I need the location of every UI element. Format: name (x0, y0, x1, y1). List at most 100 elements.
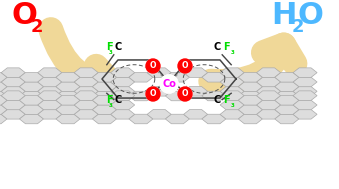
Polygon shape (147, 110, 171, 119)
Text: C: C (115, 42, 122, 52)
Polygon shape (238, 105, 262, 114)
Polygon shape (19, 91, 43, 101)
Polygon shape (238, 73, 262, 82)
Polygon shape (1, 77, 25, 87)
Polygon shape (111, 100, 135, 110)
Polygon shape (1, 87, 25, 96)
Polygon shape (56, 73, 80, 82)
Text: F: F (223, 95, 230, 105)
Text: 3: 3 (230, 50, 234, 55)
Text: 3: 3 (109, 103, 113, 108)
Polygon shape (19, 95, 43, 105)
Polygon shape (111, 87, 135, 96)
Polygon shape (165, 114, 190, 124)
Polygon shape (165, 73, 190, 82)
Circle shape (178, 87, 192, 101)
Polygon shape (220, 100, 244, 110)
Polygon shape (184, 87, 208, 96)
Polygon shape (257, 91, 281, 100)
Polygon shape (257, 100, 281, 110)
Polygon shape (275, 95, 299, 105)
FancyArrowPatch shape (211, 45, 295, 82)
Polygon shape (220, 91, 244, 100)
Text: C: C (115, 95, 122, 105)
Polygon shape (1, 68, 25, 77)
Polygon shape (257, 68, 281, 77)
Polygon shape (0, 91, 7, 101)
Polygon shape (129, 91, 153, 101)
Polygon shape (293, 68, 317, 77)
Polygon shape (56, 114, 80, 124)
Polygon shape (38, 110, 62, 119)
Polygon shape (93, 114, 116, 124)
Polygon shape (38, 68, 62, 77)
Polygon shape (1, 91, 25, 100)
Text: C: C (214, 42, 221, 52)
Polygon shape (275, 82, 299, 91)
Polygon shape (56, 95, 80, 105)
Text: F: F (106, 42, 113, 52)
Polygon shape (293, 91, 317, 100)
Polygon shape (275, 114, 299, 124)
Text: O: O (182, 90, 188, 98)
Text: 2: 2 (31, 18, 43, 36)
Text: O: O (182, 61, 188, 70)
Polygon shape (93, 73, 116, 82)
Polygon shape (275, 91, 299, 101)
Polygon shape (0, 105, 7, 114)
Polygon shape (202, 114, 226, 124)
Polygon shape (275, 105, 299, 114)
Polygon shape (19, 114, 43, 124)
Polygon shape (293, 100, 317, 110)
Polygon shape (202, 73, 226, 82)
Polygon shape (238, 95, 262, 105)
Polygon shape (293, 110, 317, 119)
Text: 2: 2 (292, 18, 304, 36)
Polygon shape (257, 87, 281, 96)
Polygon shape (19, 82, 43, 91)
Text: 3: 3 (230, 103, 234, 108)
Text: 3: 3 (109, 50, 113, 55)
Polygon shape (74, 100, 98, 110)
Text: O: O (297, 2, 323, 30)
Polygon shape (111, 68, 135, 77)
Polygon shape (74, 110, 98, 119)
Text: O: O (150, 61, 156, 70)
Polygon shape (74, 87, 98, 96)
Polygon shape (38, 87, 62, 96)
Polygon shape (184, 110, 208, 119)
Polygon shape (220, 77, 244, 87)
Circle shape (160, 75, 178, 93)
Polygon shape (38, 100, 62, 110)
Text: F: F (223, 42, 230, 52)
Polygon shape (74, 77, 98, 87)
Circle shape (146, 59, 160, 73)
Polygon shape (56, 82, 80, 91)
Polygon shape (0, 82, 7, 91)
Polygon shape (1, 110, 25, 119)
Polygon shape (220, 68, 244, 77)
Polygon shape (257, 77, 281, 87)
Polygon shape (38, 91, 62, 100)
Polygon shape (238, 91, 262, 101)
Polygon shape (147, 87, 171, 96)
Polygon shape (93, 105, 116, 114)
Polygon shape (0, 95, 7, 105)
Polygon shape (38, 77, 62, 87)
Polygon shape (165, 91, 190, 101)
Circle shape (178, 59, 192, 73)
Polygon shape (74, 91, 98, 100)
Polygon shape (184, 68, 208, 77)
Polygon shape (0, 73, 7, 82)
Text: Co: Co (162, 79, 176, 89)
Text: H: H (271, 2, 297, 30)
Polygon shape (293, 87, 317, 96)
Polygon shape (56, 105, 80, 114)
Polygon shape (93, 82, 116, 91)
Polygon shape (257, 110, 281, 119)
Polygon shape (202, 91, 226, 101)
Polygon shape (1, 100, 25, 110)
Circle shape (160, 75, 178, 93)
Text: O: O (150, 90, 156, 98)
Text: C: C (214, 95, 221, 105)
